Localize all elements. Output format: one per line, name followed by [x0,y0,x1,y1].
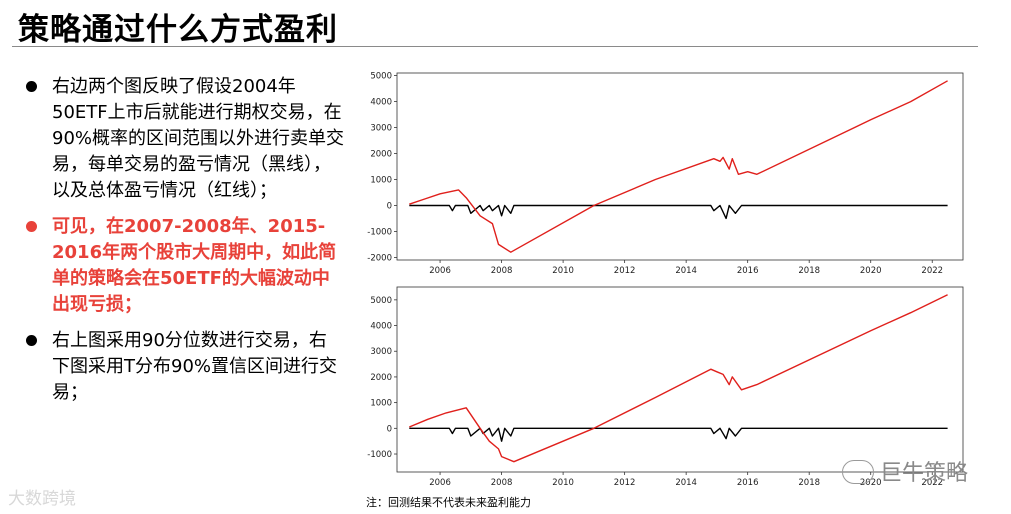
bullet-dot-icon [26,81,37,92]
bullet-text: 可见，在2007-2008年、2015-2016年两个股市大周期中，如此简单的策… [52,216,337,315]
bullet-item-highlight: 可见，在2007-2008年、2015-2016年两个股市大周期中，如此简单的策… [24,214,344,318]
x-tick-label: 2008 [491,266,513,276]
slide-title: 策略通过什么方式盈利 [18,12,338,48]
y-tick-label: 0 [387,201,392,211]
y-tick-label: 1000 [370,175,392,185]
x-tick-label: 2020 [860,266,882,276]
y-tick-label: 4000 [370,98,392,108]
y-tick-label: 5000 [370,72,392,82]
x-tick-label: 2016 [737,478,759,488]
y-tick-label: 1000 [370,399,392,409]
total-pnl-line [409,80,948,253]
x-tick-label: 2006 [429,478,451,488]
y-tick-label: 0 [387,424,392,434]
x-tick-label: 2008 [491,478,513,488]
y-tick-label: 4000 [370,322,392,332]
bullet-text: 右上图采用90分位数进行交易，右下图采用T分布90%置信区间进行交易； [52,330,338,403]
bullet-item: 右边两个图反映了假设2004年50ETF上市后就能进行期权交易，在90%概率的区… [24,74,344,204]
top-chart: -2000 -1000 0 1000 2000 3000 4000 5000 2006 2008 2… [367,72,964,276]
y-tick-label: 3000 [370,124,392,134]
per-trade-pnl-line [409,204,948,220]
bottom-chart: -1000 0 1000 2000 3000 4000 5000 2006 2008 2010 20… [367,286,964,488]
y-tick-label: -1000 [367,450,392,460]
x-tick-label: 2020 [860,478,882,488]
watermark-left: 大数跨境 [8,489,76,509]
watermark-right-text: 巨牛策略 [880,461,969,486]
x-tick-label: 2022 [921,266,943,276]
plot-frame [396,72,964,261]
x-tick-label: 2014 [675,266,697,276]
x-tick-label: 2016 [737,266,759,276]
bullet-list: 右边两个图反映了假设2004年50ETF上市后就能进行期权交易，在90%概率的区… [24,74,344,416]
bullet-item: 右上图采用90分位数进行交易，右下图采用T分布90%置信区间进行交易； [24,328,344,406]
x-tick-label: 2010 [552,478,574,488]
bullet-dot-icon [26,221,37,232]
y-tick-label: -2000 [367,253,392,263]
x-tick-label: 2022 [921,478,943,488]
per-trade-pnl-line [409,427,948,442]
x-tick-label: 2012 [614,266,636,276]
x-tick-label: 2012 [614,478,636,488]
title-divider [12,46,978,47]
y-tick-label: 3000 [370,347,392,357]
x-tick-label: 2006 [429,266,451,276]
y-tick-label: -1000 [367,227,392,237]
x-tick-label: 2014 [675,478,697,488]
x-tick-label: 2010 [552,266,574,276]
total-pnl-line [409,294,948,463]
watermark-right: 巨牛策略 [842,455,968,487]
y-tick-label: 2000 [370,150,392,160]
y-tick-label: 2000 [370,373,392,383]
plot-frame [396,286,964,473]
bullet-dot-icon [26,335,37,346]
bullet-text: 右边两个图反映了假设2004年50ETF上市后就能进行期权交易，在90%概率的区… [52,76,345,201]
x-tick-label: 2018 [798,478,820,488]
disclaimer-note: 注：回测结果不代表未来盈利能力 [366,496,531,509]
wechat-logo-icon [842,460,874,484]
x-tick-label: 2018 [798,266,820,276]
y-tick-label: 5000 [370,296,392,306]
